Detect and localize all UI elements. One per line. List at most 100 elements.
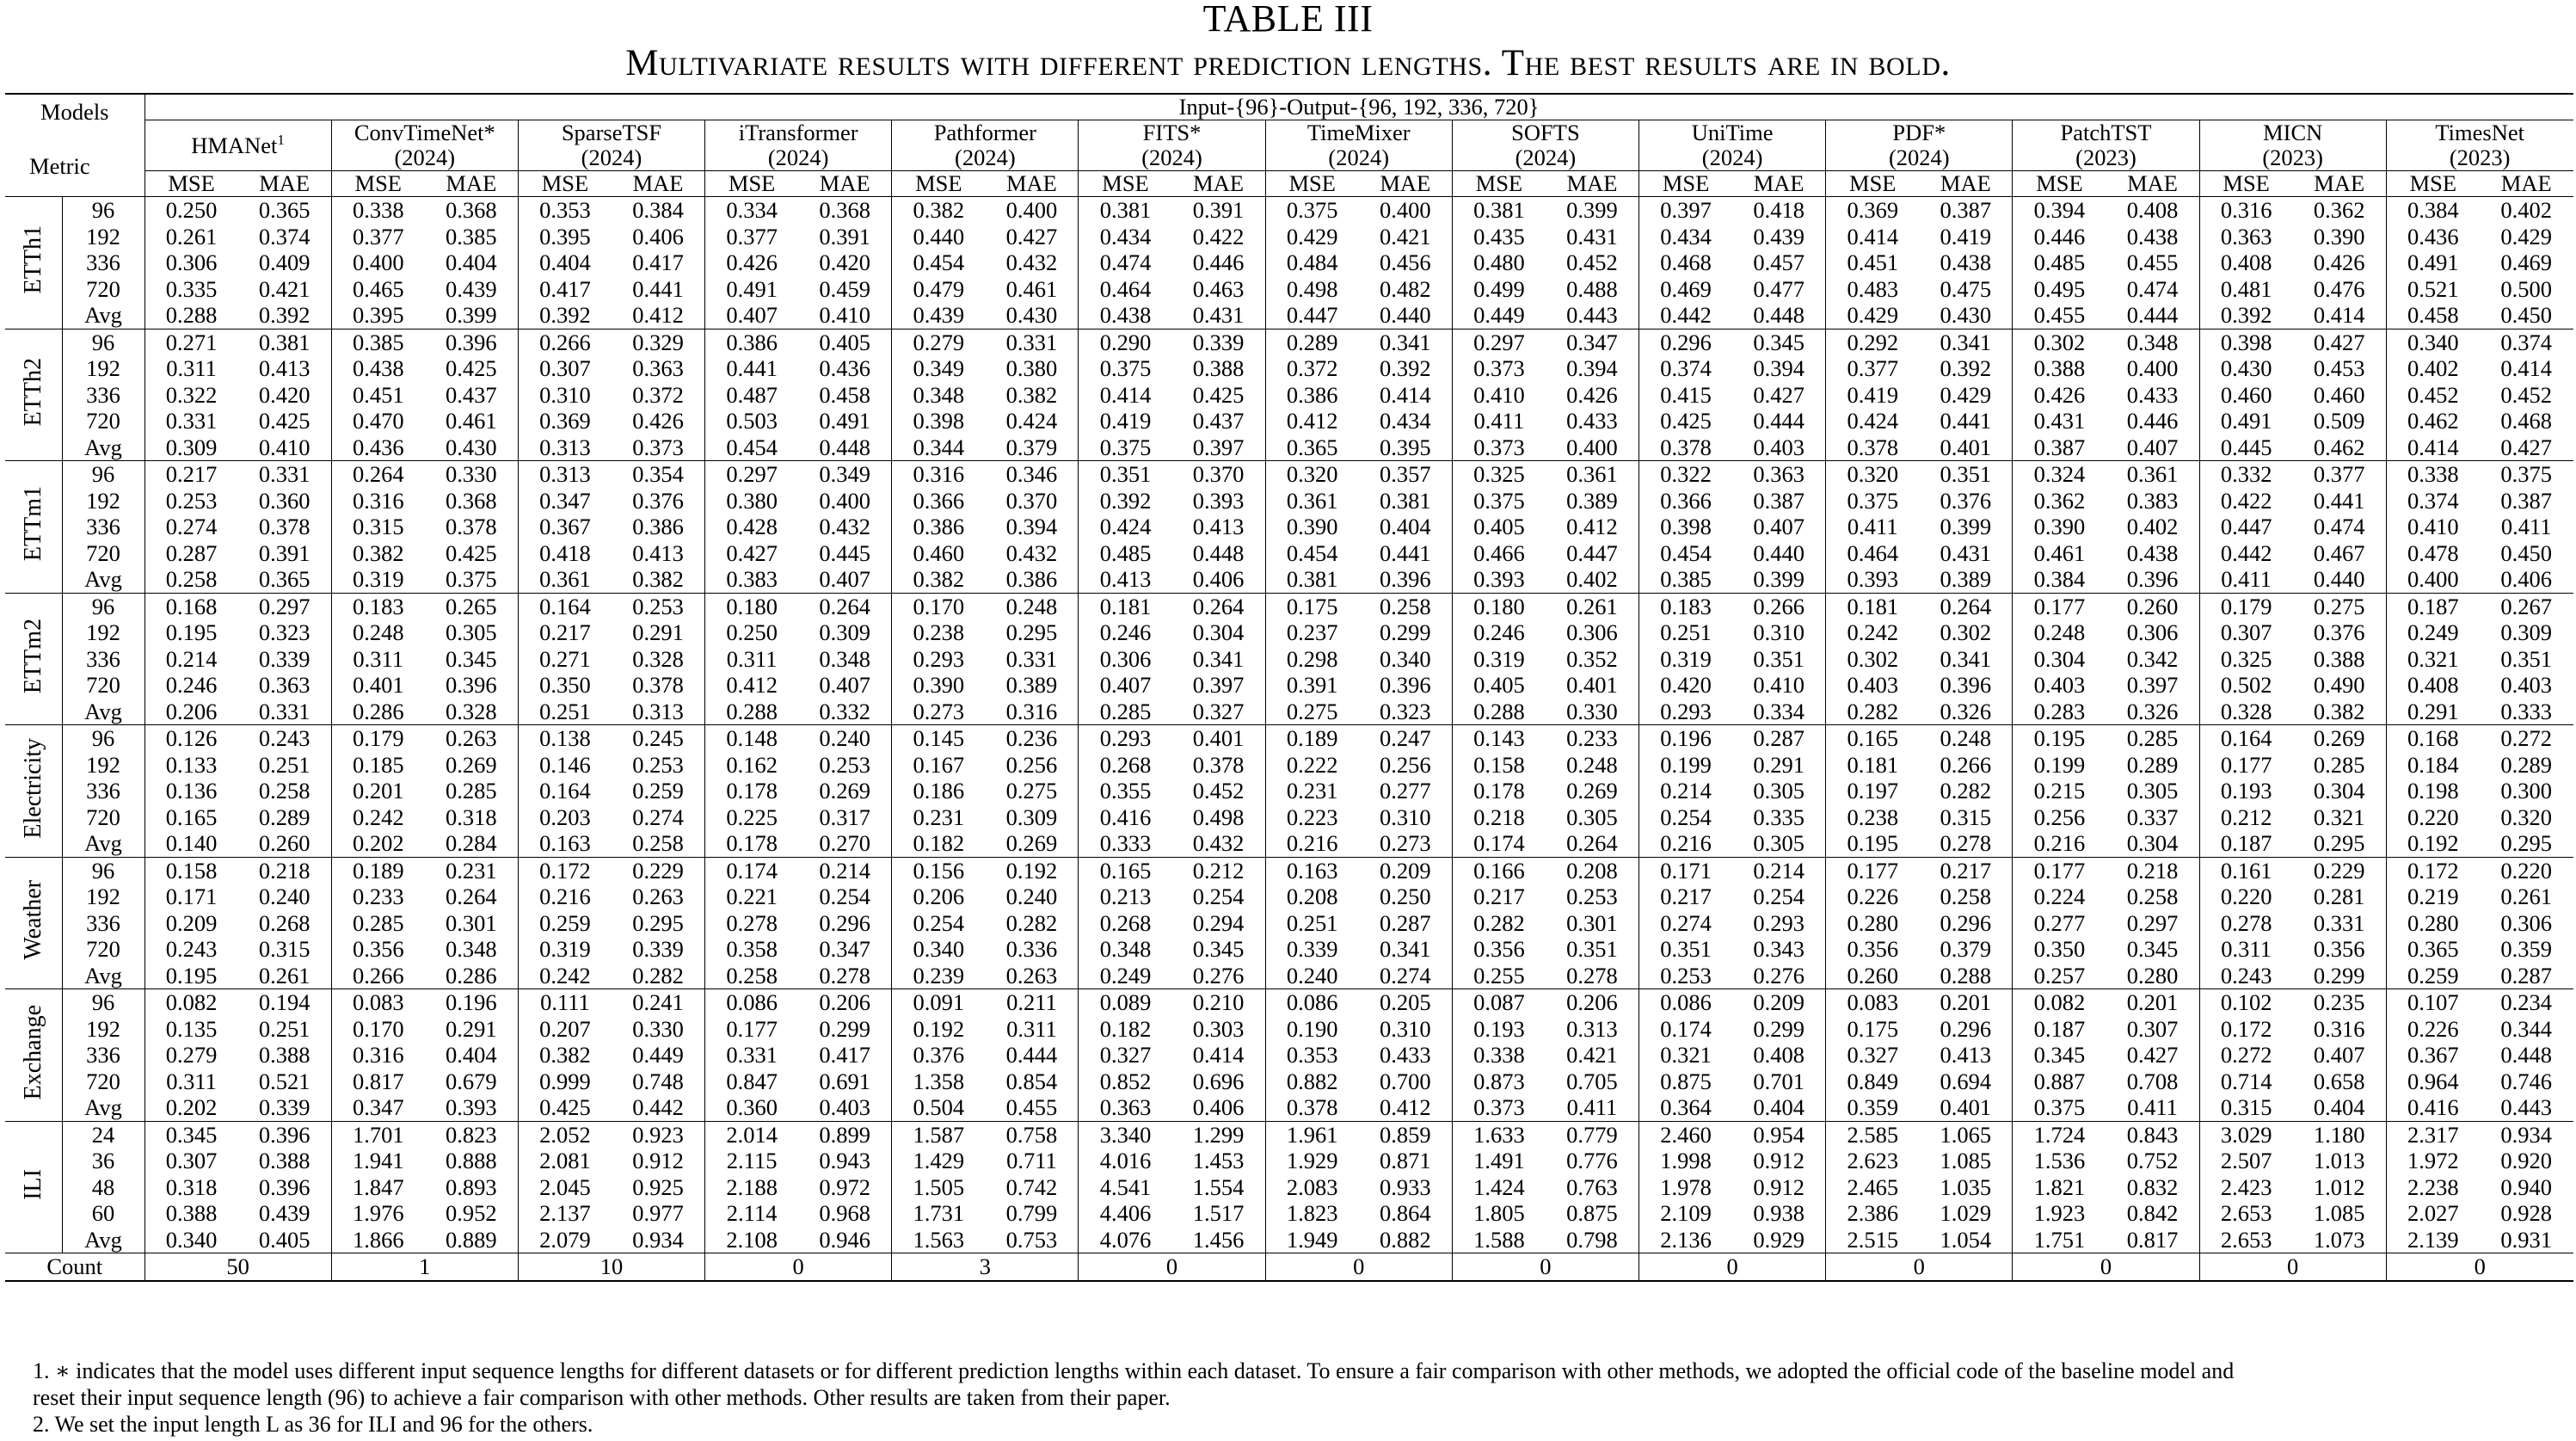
- mse-value: 0.102: [2199, 988, 2293, 1016]
- mse-value: 0.163: [539, 830, 591, 856]
- mse-value: 2.507: [2220, 1148, 2272, 1173]
- mse-value: 1.998: [1660, 1148, 1712, 1173]
- mae-value: 0.443: [1545, 302, 1640, 329]
- mae-value: 0.316: [2292, 1015, 2387, 1042]
- mse-value: 0.189: [331, 856, 425, 884]
- mse-value: 0.192: [913, 1015, 965, 1042]
- mae-value: 0.408: [1732, 1042, 1827, 1068]
- mae-value: 0.799: [985, 1200, 1079, 1227]
- mse-value: 0.183: [331, 592, 425, 619]
- mae-value: 0.351: [1732, 645, 1827, 672]
- metric-mae-header: MAE: [1919, 170, 2013, 197]
- mae-value: 0.357: [1358, 460, 1453, 488]
- table-row: 336 0.274 0.378 0.315 0.378 0.367 0.386 0.428 0.…: [5, 514, 2573, 540]
- mse-value: 0.311: [166, 1068, 217, 1094]
- mae-value: 0.434: [1358, 408, 1453, 434]
- mae-value: 0.335: [1732, 804, 1827, 830]
- mse-value: 4.541: [1099, 1173, 1152, 1200]
- mae-value: 0.742: [985, 1173, 1079, 1200]
- mae-value: 1.456: [1171, 1226, 1266, 1253]
- mse-value: 0.321: [1660, 1042, 1712, 1068]
- model-header: ConvTimeNet* (2024): [331, 120, 519, 171]
- mse-value: 0.412: [726, 672, 778, 698]
- mse-value: 0.223: [1286, 804, 1338, 830]
- mse-value: 0.408: [2220, 249, 2272, 275]
- mse-value: 0.174: [1660, 1015, 1712, 1042]
- mae-value: 0.339: [237, 1094, 332, 1121]
- mse-value: 0.248: [352, 619, 404, 645]
- mse-value: 0.491: [2220, 408, 2272, 434]
- mse-value: 0.209: [165, 909, 218, 936]
- mae-value: 0.208: [1545, 856, 1640, 884]
- mae-value: 0.414: [2500, 355, 2553, 381]
- mae-value: 0.330: [1545, 698, 1640, 725]
- mae-value: 0.401: [1171, 724, 1266, 752]
- mse-value: 2.115: [726, 1148, 778, 1173]
- mse-value: 0.392: [2220, 302, 2272, 328]
- mae-value: 0.396: [1919, 672, 2013, 699]
- mae-value: 0.258: [1919, 884, 2013, 910]
- mse-value: 0.373: [1473, 355, 1525, 381]
- metric-mse-header: MSE: [891, 170, 986, 197]
- mae-value: 0.351: [1545, 936, 1640, 963]
- mse-value: 0.481: [2220, 275, 2272, 302]
- mse-value: 0.386: [1286, 381, 1338, 408]
- mae-value: 0.345: [2106, 936, 2200, 963]
- model-year: (2024): [581, 145, 642, 170]
- model-name: ConvTimeNet*: [354, 120, 495, 145]
- mae-value: 0.381: [237, 328, 332, 355]
- mse-value: 0.311: [166, 355, 217, 381]
- mse-value: 0.289: [1265, 328, 1359, 355]
- mae-value: 0.305: [1545, 804, 1640, 830]
- mse-value: 0.390: [2033, 514, 2086, 539]
- mae-value: 0.420: [798, 249, 893, 276]
- mse-value: 0.440: [913, 223, 965, 249]
- mse-value: 0.424: [1847, 408, 1899, 434]
- mse-value: 2.465: [1847, 1173, 1899, 1200]
- mse-value: 0.375: [1099, 355, 1152, 381]
- mae-value: 0.261: [1545, 592, 1640, 619]
- mse-value: 1.701: [331, 1120, 425, 1148]
- metric-mae-header: MAE: [2106, 170, 2200, 197]
- mse-value: 0.243: [165, 936, 218, 962]
- mae-value: 0.426: [2292, 249, 2387, 276]
- mae-value: 0.859: [1358, 1120, 1453, 1148]
- metric-mse-header: MSE: [331, 170, 425, 197]
- mse-value: 0.321: [2407, 645, 2459, 672]
- mse-value: 0.302: [2012, 328, 2106, 355]
- mae-value: 0.404: [1732, 1094, 1827, 1121]
- mse-value: 0.282: [1847, 698, 1899, 724]
- mae-value: 0.320: [2500, 804, 2553, 830]
- mse-value: 0.445: [2220, 434, 2272, 460]
- mse-value: 0.351: [1660, 936, 1712, 962]
- mse-value: 0.243: [2220, 962, 2272, 988]
- table-row: 720 0.311 0.521 0.817 0.679 0.999 0.748 0.847 0.…: [5, 1068, 2573, 1094]
- horizon-cell: Avg: [62, 566, 145, 593]
- model-name: SparseTSF: [561, 120, 662, 145]
- mae-value: 0.406: [611, 223, 706, 249]
- mse-value: 0.297: [1452, 328, 1546, 355]
- footnotes: 1. ∗ indicates that the model uses diffe…: [33, 1358, 2570, 1438]
- mse-value: 0.087: [1452, 988, 1546, 1016]
- mae-value: 0.248: [1545, 751, 1640, 778]
- mae-value: 0.408: [2106, 196, 2200, 224]
- mae-value: 0.413: [611, 539, 706, 566]
- mae-value: 0.289: [2500, 751, 2553, 778]
- mse-value: 0.411: [1847, 514, 1898, 539]
- mse-value: 0.462: [2407, 408, 2459, 434]
- mse-value: 0.408: [2407, 672, 2459, 698]
- mse-value: 0.311: [2221, 936, 2272, 962]
- mse-value: 0.307: [165, 1148, 218, 1173]
- mae-value: 0.482: [1358, 275, 1453, 302]
- mse-value: 0.381: [1452, 196, 1546, 224]
- mae-value: 0.258: [2106, 884, 2200, 910]
- mae-value: 0.254: [1171, 884, 1266, 910]
- mse-value: 0.166: [1452, 856, 1546, 884]
- mae-value: 0.444: [1732, 408, 1827, 434]
- mae-value: 0.275: [2292, 592, 2387, 619]
- mae-value: 0.332: [798, 698, 893, 725]
- mae-value: 0.280: [2106, 962, 2200, 989]
- mse-value: 0.466: [1473, 539, 1525, 566]
- mse-value: 0.350: [2033, 936, 2086, 962]
- model-header: UniTime (2024): [1638, 120, 1827, 171]
